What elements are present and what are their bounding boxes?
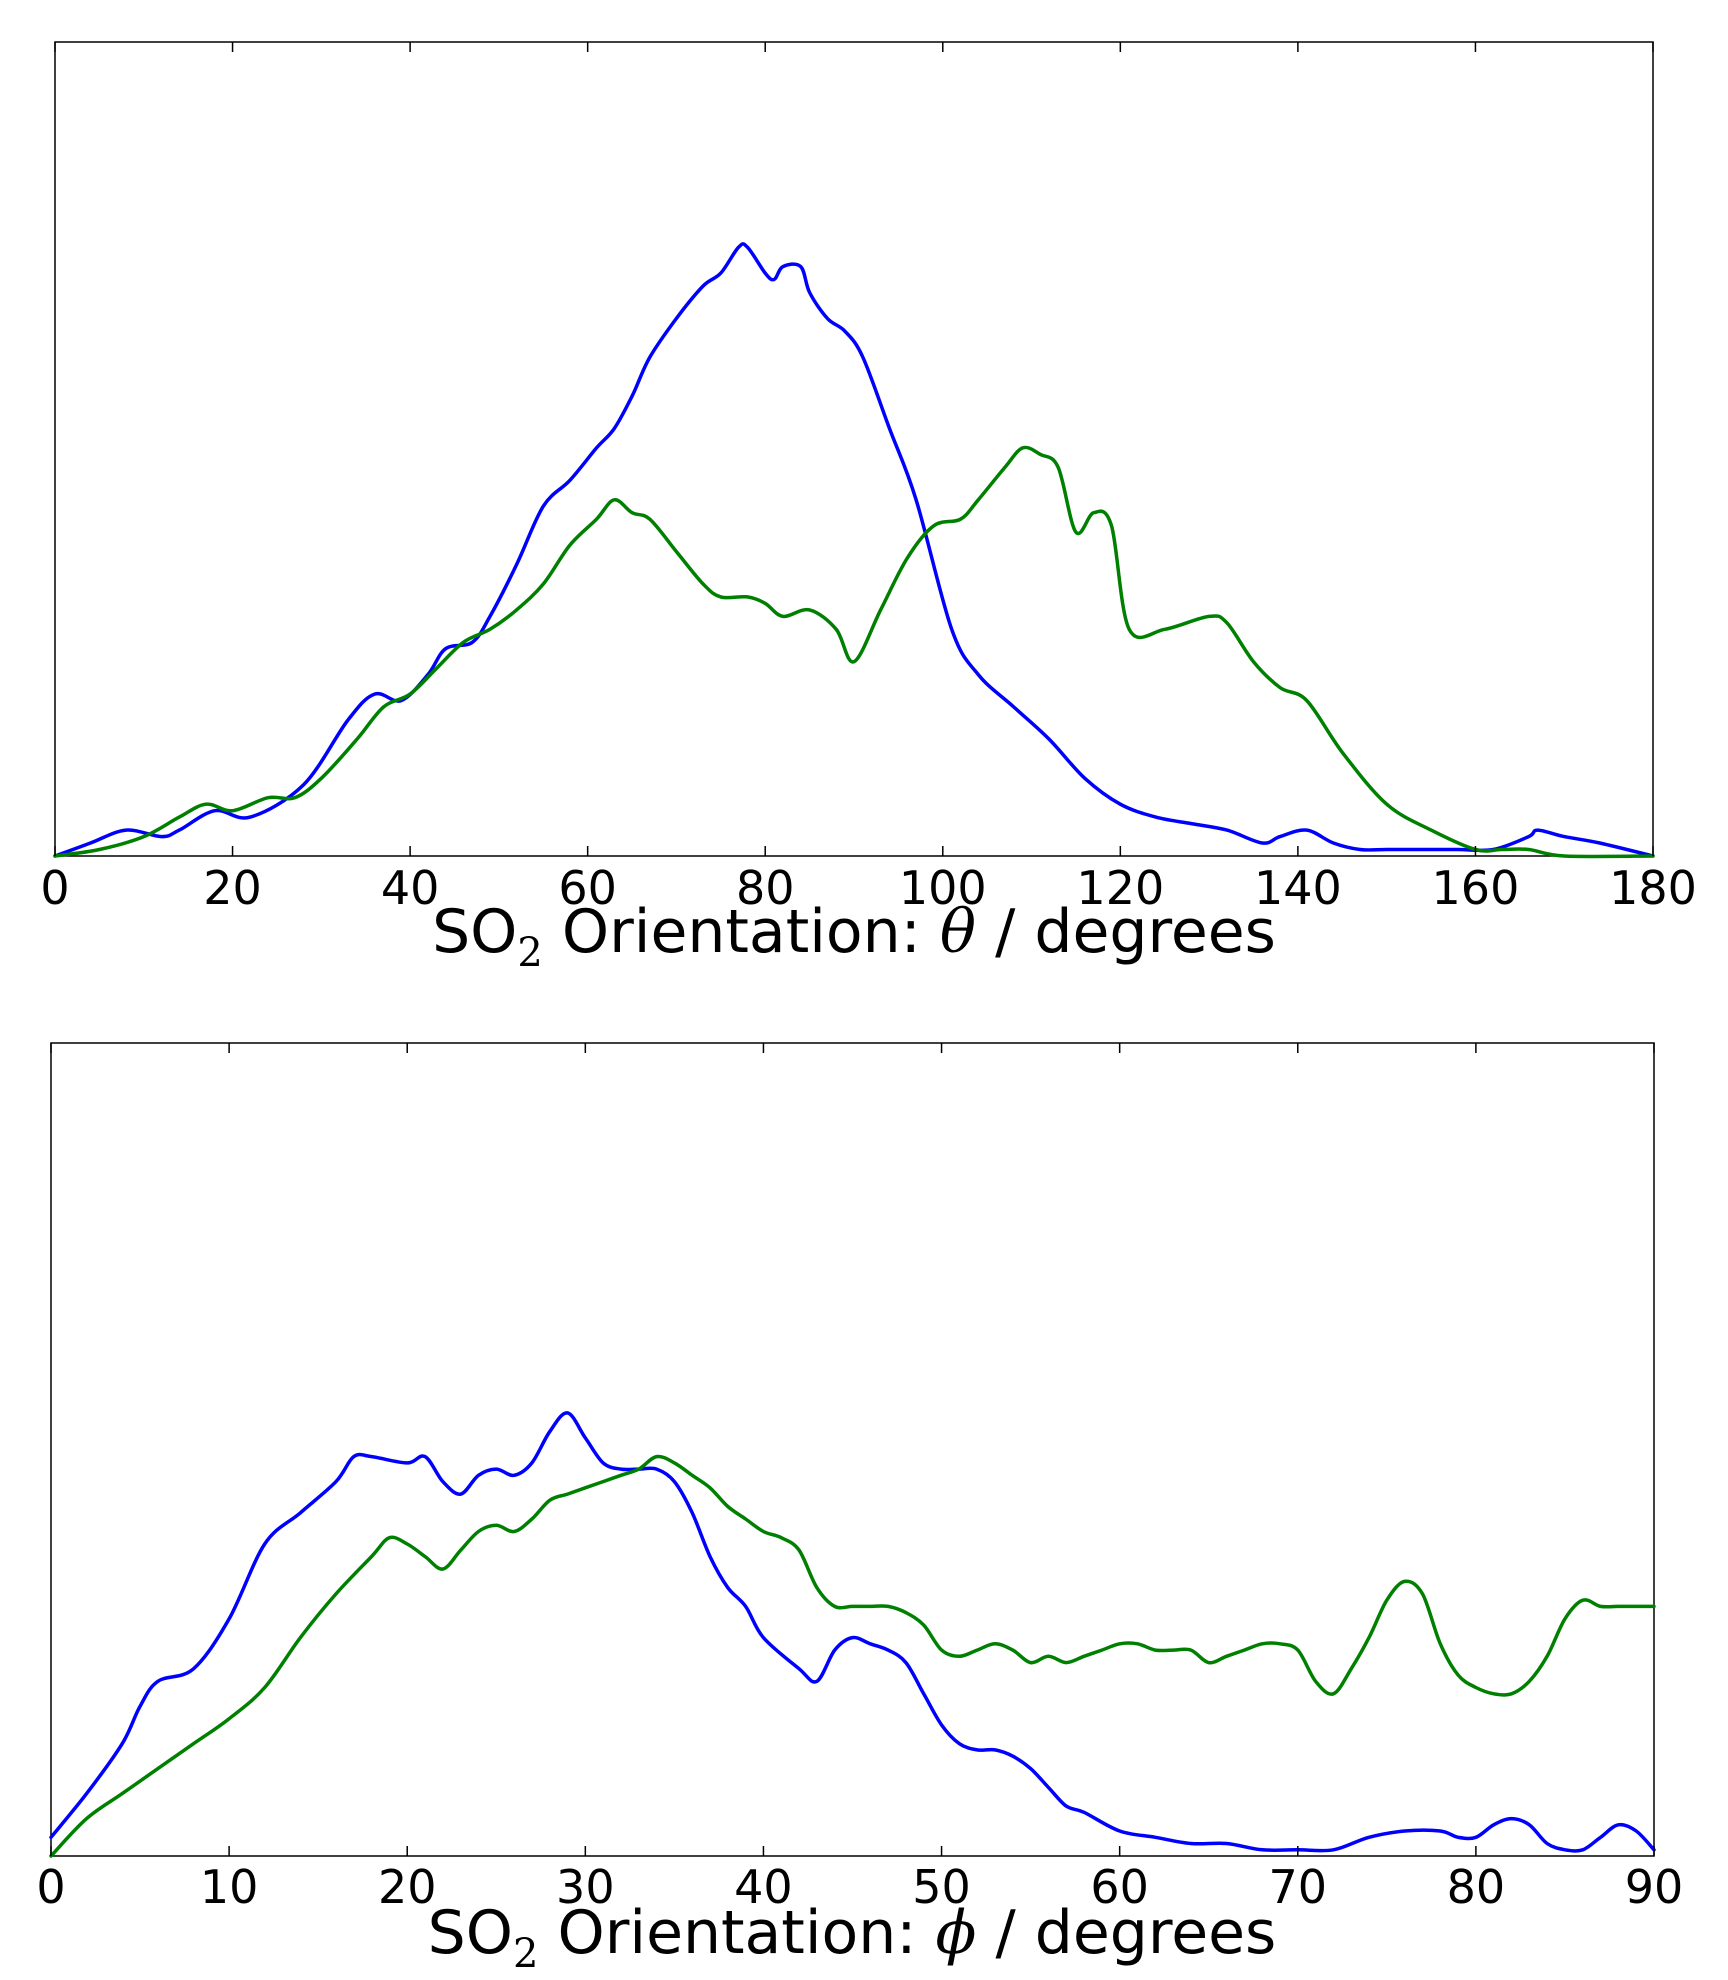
phi-x-tick-label: 80: [1447, 1860, 1506, 1914]
theta-x-axis-label: SO2 Orientation: θ / degrees: [432, 897, 1276, 976]
theta-x-tick-label: 60: [558, 861, 617, 915]
theta-x-tick-label: 100: [899, 861, 987, 915]
phi-x-tick-label: 0: [36, 1860, 65, 1914]
theta-x-tick-label: 160: [1432, 861, 1520, 915]
phi-x-tick-label: 40: [734, 1860, 793, 1914]
phi-x-axis-label: SO2 Orientation: ϕ / degrees: [428, 1898, 1277, 1977]
phi-series-group: [49, 1411, 1656, 1858]
theta-series-green-line: [53, 445, 1655, 859]
theta-x-tick-label: 180: [1609, 861, 1697, 915]
theta-x-tick-label: 80: [736, 861, 795, 915]
theta-series-blue-line: [53, 242, 1655, 858]
theta-chart-panel: 0 20 40 60 80 100 120 140 160 180 SO2 Orientation…: [40, 41, 1697, 976]
theta-x-tick-label: 40: [381, 861, 440, 915]
theta-series-group: [53, 242, 1655, 859]
theta-x-tick-label: 0: [40, 861, 69, 915]
phi-series-blue-line: [49, 1411, 1656, 1853]
phi-x-tick-label: 30: [556, 1860, 615, 1914]
phi-x-tick-label: 10: [200, 1860, 259, 1914]
phi-x-tick-label: 70: [1269, 1860, 1328, 1914]
phi-series-green-line: [49, 1454, 1656, 1858]
theta-x-tick-label: 120: [1076, 861, 1164, 915]
phi-x-tick-label: 50: [912, 1860, 971, 1914]
theta-plot-frame: [54, 41, 1654, 857]
phi-x-tick-label: 90: [1625, 1860, 1684, 1914]
phi-plot-frame: [50, 1042, 1655, 1857]
theta-tick-group: 0 20 40 60 80 100 120 140 160 180: [40, 42, 1697, 915]
phi-chart-panel: 0 10 20 30 40 50 60 70 80 90 SO2 Orientation: ϕ /…: [36, 1042, 1683, 1977]
phi-tick-group: 0 10 20 30 40 50 60 70 80 90: [36, 1043, 1683, 1914]
theta-x-tick-label: 20: [203, 861, 262, 915]
phi-x-tick-label: 60: [1090, 1860, 1149, 1914]
phi-x-tick-label: 20: [378, 1860, 437, 1914]
theta-x-tick-label: 140: [1254, 861, 1342, 915]
